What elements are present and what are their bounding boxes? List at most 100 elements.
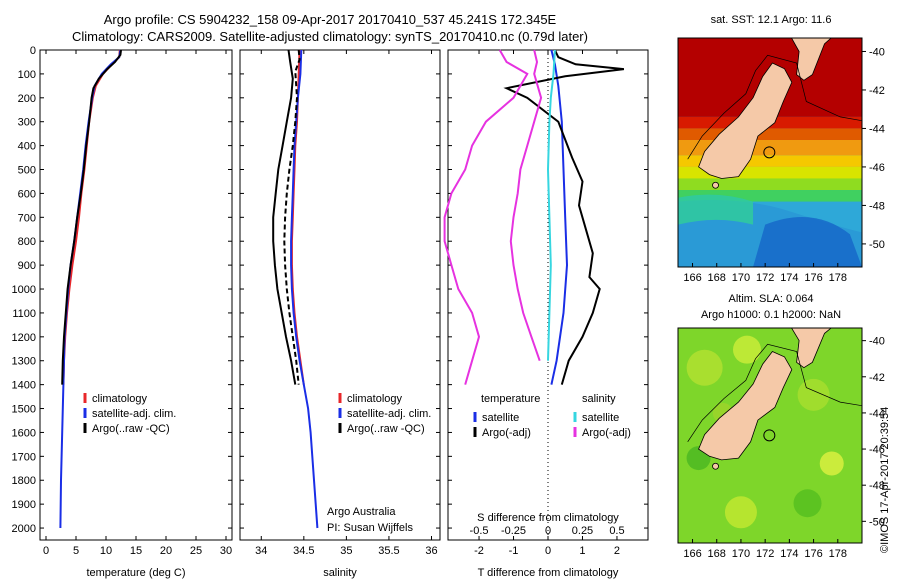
salinity-axes-frame	[239, 49, 441, 541]
differences-legend-label: satellite	[482, 412, 519, 424]
temperature-legend-label: climatology	[92, 393, 148, 405]
temperature-ytick-label: 1400	[12, 380, 36, 392]
temperature-legend-label: Argo(..raw -QC)	[92, 423, 170, 435]
temperature-ytick-label: 200	[18, 93, 36, 105]
sla-anomaly-blob	[793, 489, 822, 518]
salinity-xtick-label: 36	[425, 545, 437, 557]
sla_map-lon-label: 172	[756, 548, 774, 560]
sla_map-north-island	[791, 328, 832, 369]
temperature-ytick-label: 1300	[12, 356, 36, 368]
sla-anomaly-blob	[819, 451, 844, 476]
temperature-ytick-label: 600	[18, 188, 36, 200]
temperature-ytick-label: 1100	[12, 308, 36, 320]
salinity-xlabel: salinity	[323, 567, 357, 579]
sla_map-lat-label: -46	[869, 444, 885, 456]
salinity-series-argo-raw-qc-1	[272, 49, 297, 385]
temperature-ytick-label: 500	[18, 165, 36, 177]
temperature-ytick-label: 1600	[12, 427, 36, 439]
sst_map-lat-label: -48	[869, 200, 885, 212]
sla_map-lon-label: 170	[732, 548, 750, 560]
sla-anomaly-blob	[797, 378, 830, 411]
sst_map-lat-label: -40	[869, 46, 885, 58]
sla_map-lon-label: 174	[780, 548, 798, 560]
differences-x2label: S difference from climatology	[477, 512, 619, 524]
differences-xtick-label: 1	[579, 545, 585, 557]
sst-temperature-band	[678, 155, 862, 167]
temperature-ytick-label: 800	[18, 236, 36, 248]
temperature-ytick-label: 1900	[12, 499, 36, 511]
temperature-ytick-label: 900	[18, 260, 36, 272]
salinity-annotation-institution: Argo Australia	[327, 506, 396, 518]
salinity-annotation-pi: PI: Susan Wijffels	[327, 522, 413, 534]
sla_map-lat-label: -48	[869, 480, 885, 492]
salinity-series-satellite-adj-clim-	[290, 49, 319, 529]
differences-series-salinity-argo-adj-2	[509, 49, 543, 362]
temperature-ytick-label: 300	[18, 117, 36, 129]
temperature-legend-label: satellite-adj. clim.	[92, 408, 176, 420]
sst_map-lat-label: -42	[869, 85, 885, 97]
salinity-legend-label: climatology	[347, 393, 403, 405]
temperature-ytick-label: 2000	[12, 523, 36, 535]
differences-xtick-label: 0	[545, 545, 551, 557]
temperature-series-argo-raw-qc-	[61, 49, 122, 385]
temperature-ytick-label: 1200	[12, 332, 36, 344]
sla_map-stewart-island	[712, 462, 719, 470]
sst-deep-cold-patch	[753, 216, 862, 267]
sla_map-field	[678, 328, 862, 543]
sst-mixing-zone	[678, 194, 754, 225]
sst_map-north-island	[791, 38, 832, 81]
figure-title-line1: Argo profile: CS 5904232_158 09-Apr-2017…	[103, 12, 557, 27]
differences-series-temperature-argo-adj-	[503, 49, 625, 385]
sst_map-frame	[677, 37, 863, 268]
sst_map-lon-label: 166	[683, 272, 701, 284]
differences-series-temperature-satellite	[550, 49, 569, 385]
sst_map-lon-label: 168	[708, 272, 726, 284]
differences-x2tick-label: 0	[545, 525, 551, 537]
sst_map-isobath	[687, 54, 862, 160]
differences-xtick-label: -2	[474, 545, 484, 557]
temperature-axes-frame	[39, 49, 233, 541]
sst_map-south-island	[698, 62, 793, 179]
differences-x2tick-label: -0.5	[470, 525, 489, 537]
sst-temperature-band	[678, 178, 862, 191]
sla_map-profile-marker	[763, 429, 776, 442]
temperature-xtick-label: 10	[100, 545, 112, 557]
temperature-xtick-label: 5	[73, 545, 79, 557]
salinity-legend-label: Argo(..raw -QC)	[347, 423, 425, 435]
sst-temperature-band	[678, 166, 862, 179]
temperature-xtick-label: 20	[160, 545, 172, 557]
sla-anomaly-blob	[733, 335, 761, 364]
salinity-legend-label: satellite-adj. clim.	[347, 408, 431, 420]
differences-legend-label: Argo(-adj)	[582, 427, 631, 439]
sla_map-lon-label: 178	[829, 548, 847, 560]
sla_map-lon-label: 176	[804, 548, 822, 560]
differences-series-salinity-argo-adj-1	[443, 49, 529, 385]
sla-anomaly-blob	[686, 349, 723, 386]
temperature-ytick-label: 0	[30, 45, 36, 57]
temperature-xlabel: temperature (deg C)	[86, 567, 185, 579]
temperature-xtick-label: 15	[130, 545, 142, 557]
sla_map-south-island	[698, 351, 793, 461]
sst_map-lon-label: 172	[756, 272, 774, 284]
sst_map-lat-label: -50	[869, 239, 885, 251]
salinity-xtick-label: 34	[255, 545, 267, 557]
sla_map-lat-label: -50	[869, 516, 885, 528]
sst_map-lon-label: 174	[780, 272, 798, 284]
sla_map-frame	[677, 327, 863, 544]
sst_map-lon-label: 176	[804, 272, 822, 284]
differences-series-salinity-satellite	[546, 49, 556, 361]
differences-xtick-label: 2	[614, 545, 620, 557]
temperature-ytick-label: 400	[18, 141, 36, 153]
temperature-ytick-label: 1800	[12, 475, 36, 487]
salinity-xtick-label: 35	[340, 545, 352, 557]
differences-legend-header-salinity: salinity	[582, 393, 616, 405]
sla-map-title-line2: Argo h1000: 0.1 h2000: NaN	[701, 309, 841, 321]
differences-xtick-label: -1	[509, 545, 519, 557]
temperature-ytick-label: 1500	[12, 404, 36, 416]
sla-map-title-line1: Altim. SLA: 0.064	[729, 293, 814, 305]
differences-legend-label: Argo(-adj)	[482, 427, 531, 439]
differences-x2tick-label: 0.5	[609, 525, 624, 537]
sst_map-lon-label: 170	[732, 272, 750, 284]
sla_map-lon-label: 168	[708, 548, 726, 560]
salinity-xtick-label: 34.5	[293, 545, 314, 557]
